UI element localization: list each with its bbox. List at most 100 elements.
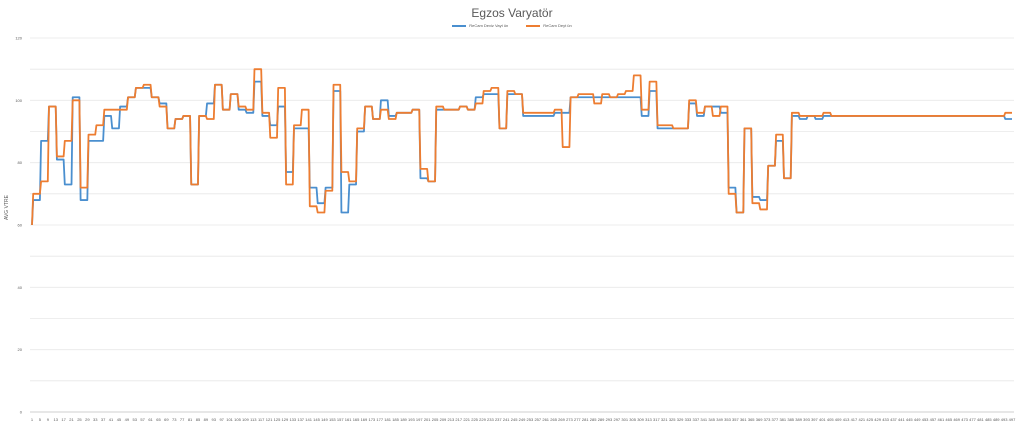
- x-tick-label: 1: [31, 417, 34, 422]
- y-tick-label: 60: [18, 223, 23, 228]
- x-tick-label: 77: [180, 417, 185, 422]
- x-tick-label: 225: [471, 417, 478, 422]
- x-tick-label: 165: [353, 417, 360, 422]
- x-tick-label: 369: [756, 417, 763, 422]
- x-tick-label: 365: [748, 417, 755, 422]
- y-tick-label: 0: [20, 410, 23, 415]
- x-tick-label: 101: [226, 417, 233, 422]
- legend-label-series-2: ReCam Deyt ün: [543, 23, 572, 28]
- x-tick-label: 97: [219, 417, 224, 422]
- x-tick-label: 265: [550, 417, 557, 422]
- x-tick-label: 37: [101, 417, 106, 422]
- x-tick-label: 133: [289, 417, 296, 422]
- x-tick-label: 197: [416, 417, 423, 422]
- x-tick-label: 461: [938, 417, 945, 422]
- x-tick-label: 193: [408, 417, 415, 422]
- x-tick-label: 73: [172, 417, 177, 422]
- x-tick-label: 153: [329, 417, 336, 422]
- x-tick-label: 201: [424, 417, 431, 422]
- x-tick-label: 453: [922, 417, 929, 422]
- legend-item-series-1: ReCam Deviz Vayt ün: [452, 23, 508, 28]
- x-tick-label: 109: [242, 417, 249, 422]
- x-tick-label: 317: [653, 417, 660, 422]
- legend-label-series-1: ReCam Deviz Vayt ün: [469, 23, 509, 28]
- x-tick-label: 485: [985, 417, 992, 422]
- legend: ReCam Deviz Vayt ün ReCam Deyt ün: [0, 23, 1024, 28]
- x-tick-label: 445: [906, 417, 913, 422]
- x-tick-label: 237: [495, 417, 502, 422]
- x-tick-label: 217: [455, 417, 462, 422]
- x-tick-label: 489: [993, 417, 1000, 422]
- x-tick-label: 213: [448, 417, 455, 422]
- x-tick-label: 297: [613, 417, 620, 422]
- x-tick-label: 141: [305, 417, 312, 422]
- x-tick-label: 189: [400, 417, 407, 422]
- x-tick-label: 245: [511, 417, 518, 422]
- x-tick-label: 301: [621, 417, 628, 422]
- x-tick-label: 333: [685, 417, 692, 422]
- x-tick-label: 329: [677, 417, 684, 422]
- legend-item-series-2: ReCam Deyt ün: [526, 23, 572, 28]
- x-tick-label: 357: [732, 417, 739, 422]
- legend-swatch-series-2: [526, 24, 541, 27]
- x-tick-label: 313: [645, 417, 652, 422]
- x-tick-label: 269: [558, 417, 565, 422]
- x-tick-label: 185: [392, 417, 399, 422]
- y-tick-label: 120: [15, 36, 22, 41]
- x-tick-label: 273: [566, 417, 573, 422]
- x-tick-label: 385: [787, 417, 794, 422]
- x-tick-label: 9: [47, 417, 50, 422]
- x-tick-label: 417: [851, 417, 858, 422]
- x-tick-label: 49: [125, 417, 130, 422]
- x-tick-label: 157: [337, 417, 344, 422]
- x-tick-label: 221: [463, 417, 470, 422]
- x-tick-label: 285: [590, 417, 597, 422]
- x-tick-label: 389: [795, 417, 802, 422]
- x-tick-label: 69: [164, 417, 169, 422]
- chart-title: Egzos Varyatör: [471, 6, 553, 20]
- x-tick-label: 425: [866, 417, 873, 422]
- y-tick-label: 100: [15, 98, 22, 103]
- x-tick-label: 449: [914, 417, 921, 422]
- x-tick-label: 373: [764, 417, 771, 422]
- x-tick-label: 241: [503, 417, 510, 422]
- x-tick-label: 113: [250, 417, 257, 422]
- x-tick-label: 229: [479, 417, 486, 422]
- x-tick-label: 341: [700, 417, 707, 422]
- x-tick-label: 13: [53, 417, 58, 422]
- x-tick-label: 257: [534, 417, 541, 422]
- x-tick-label: 377: [772, 417, 779, 422]
- x-tick-label: 281: [582, 417, 589, 422]
- y-tick-label: 20: [18, 347, 23, 352]
- x-tick-label: 421: [858, 417, 865, 422]
- x-tick-label: 397: [811, 417, 818, 422]
- x-tick-label: 65: [156, 417, 161, 422]
- x-tick-label: 253: [527, 417, 534, 422]
- x-tick-label: 497: [1009, 417, 1016, 422]
- x-tick-label: 137: [297, 417, 304, 422]
- x-tick-label: 325: [669, 417, 676, 422]
- x-tick-label: 61: [148, 417, 153, 422]
- x-tick-label: 17: [61, 417, 66, 422]
- x-tick-label: 469: [953, 417, 960, 422]
- x-tick-label: 321: [661, 417, 668, 422]
- x-tick-label: 117: [258, 417, 265, 422]
- x-tick-label: 437: [890, 417, 897, 422]
- x-tick-label: 181: [384, 417, 391, 422]
- x-tick-label: 413: [843, 417, 850, 422]
- legend-swatch-series-1: [452, 24, 467, 27]
- x-tick-label: 405: [827, 417, 834, 422]
- x-tick-label: 457: [930, 417, 937, 422]
- x-tick-label: 309: [637, 417, 644, 422]
- x-tick-label: 145: [313, 417, 320, 422]
- x-tick-label: 493: [1001, 417, 1008, 422]
- x-tick-label: 345: [708, 417, 715, 422]
- x-tick-label: 29: [85, 417, 90, 422]
- x-tick-label: 305: [629, 417, 636, 422]
- series-line-2: [31, 68, 1012, 226]
- x-tick-label: 173: [368, 417, 375, 422]
- x-tick-label: 177: [376, 417, 383, 422]
- x-tick-label: 477: [969, 417, 976, 422]
- x-tick-label: 481: [977, 417, 984, 422]
